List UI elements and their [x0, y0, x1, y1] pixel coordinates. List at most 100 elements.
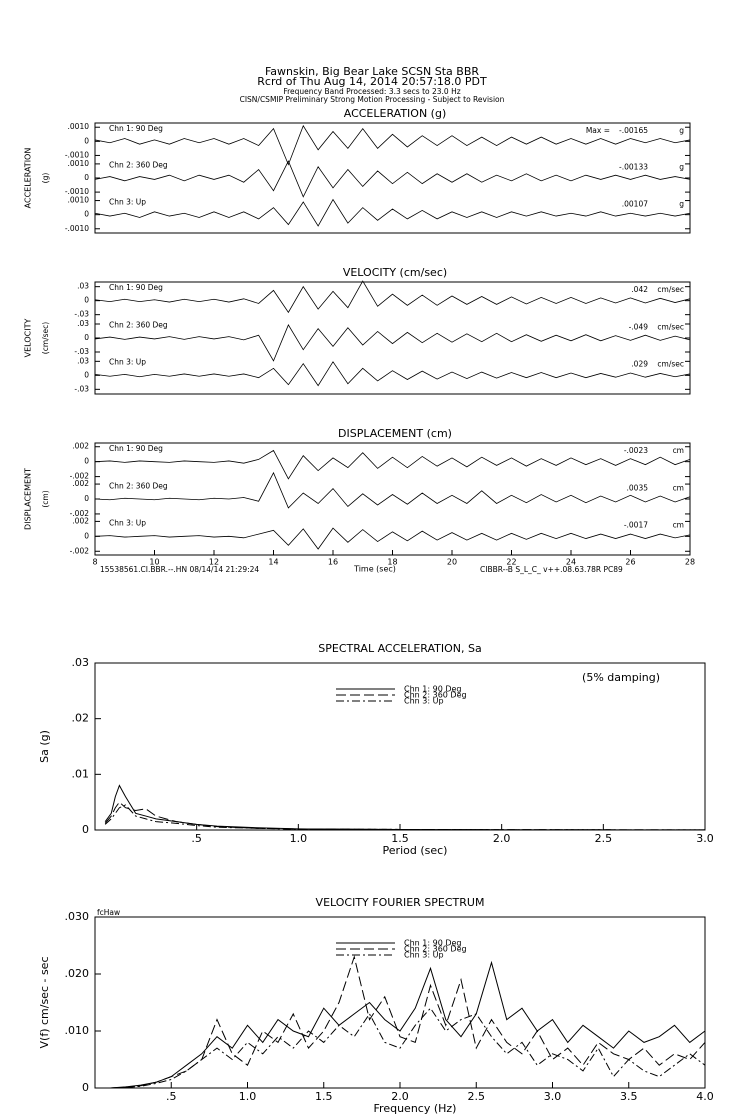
- channel-name: Chn 1: 90 Deg: [109, 124, 163, 133]
- header-line: Frequency Band Processed: 3.3 secs to 23…: [283, 87, 460, 96]
- y-axis-label: V(f) cm/sec - sec: [38, 956, 51, 1048]
- y-tick-label: -.03: [74, 384, 89, 393]
- x-tick-label: 1.5: [391, 832, 409, 845]
- peak-value: -.0023: [624, 446, 648, 455]
- y-tick-label: -.0010: [65, 224, 89, 233]
- x-tick-label: 2.5: [595, 832, 613, 845]
- panel-title: DISPLACEMENT (cm): [338, 427, 452, 440]
- x-tick-label: .5: [166, 1090, 177, 1103]
- channel-name: Chn 1: 90 Deg: [109, 444, 163, 453]
- peak-prefix: Max =: [586, 126, 610, 135]
- spectrum-line: [95, 955, 706, 1089]
- channel-name: Chn 2: 360 Deg: [109, 481, 168, 490]
- legend-label: Chn 3: Up: [404, 697, 444, 706]
- tag: fcHaw: [97, 908, 120, 917]
- x-axis-label: Time (sec): [353, 565, 396, 574]
- plot-frame: [94, 281, 691, 395]
- y-tick-label: .010: [65, 1024, 90, 1037]
- trace: [94, 527, 691, 550]
- peak-value: -.00133: [619, 163, 648, 172]
- y-tick-label: 0: [82, 823, 89, 836]
- y-tick-label: 0: [84, 457, 89, 466]
- y-tick-label: 0: [84, 370, 89, 379]
- spectrum-line: [95, 960, 706, 1089]
- channel-name: Chn 3: Up: [109, 197, 146, 206]
- footer-version: CIBBR--B S_L_C_ v++.08.63.78R PC89: [480, 565, 623, 574]
- peak-value: -.0017: [624, 521, 648, 530]
- legend-label: Chn 1: 90 Deg: [404, 685, 461, 694]
- legend-label: Chn 2: 360 Deg: [404, 945, 467, 954]
- legend-label: Chn 3: Up: [404, 951, 444, 960]
- y-tick-label: .002: [72, 442, 89, 451]
- x-tick-label: 26: [625, 558, 635, 567]
- peak-unit: g: [679, 126, 684, 135]
- panel-title: ACCELERATION (g): [344, 107, 447, 120]
- plot-frame: [94, 122, 691, 234]
- y-axis-label: Sa (g): [38, 730, 51, 763]
- x-tick-label: 20: [447, 558, 457, 567]
- trace: [94, 324, 691, 362]
- y-axis-label: VELOCITY: [24, 319, 33, 358]
- spectrum-line: [104, 784, 706, 831]
- y-tick-label: .03: [77, 356, 89, 365]
- x-tick-label: 18: [387, 558, 397, 567]
- x-tick-label: 12: [209, 558, 219, 567]
- y-axis-unit: (cm/sec): [41, 322, 50, 355]
- y-tick-label: .002: [72, 479, 89, 488]
- peak-value: -.049: [629, 322, 649, 331]
- y-axis-unit: (g): [41, 173, 50, 184]
- x-tick-label: 3.5: [620, 1090, 638, 1103]
- y-tick-label: 0: [84, 333, 89, 342]
- peak-value: .029: [631, 360, 648, 369]
- plot-frame: [94, 662, 706, 831]
- x-tick-label: 24: [566, 558, 576, 567]
- peak-unit: g: [679, 199, 684, 208]
- peak-unit: cm: [673, 521, 684, 530]
- y-tick-label: .020: [65, 967, 90, 980]
- y-tick-label: -.03: [74, 347, 89, 356]
- peak-unit: cm/sec: [657, 322, 684, 331]
- x-tick-label: 2.5: [468, 1090, 486, 1103]
- y-tick-label: .030: [65, 910, 90, 923]
- x-tick-label: 28: [685, 558, 695, 567]
- y-tick-label: 0: [84, 531, 89, 540]
- legend-label: Chn 1: 90 Deg: [404, 939, 461, 948]
- peak-unit: cm: [673, 446, 684, 455]
- spectrum-line: [95, 1007, 706, 1089]
- x-axis-label: Period (sec): [383, 844, 448, 857]
- y-tick-label: -.0010: [65, 187, 89, 196]
- peak-value: -.00165: [619, 126, 648, 135]
- y-tick-label: .03: [72, 656, 90, 669]
- y-tick-label: .0010: [68, 196, 90, 205]
- y-tick-label: .03: [77, 319, 89, 328]
- x-tick-label: 3.0: [696, 832, 714, 845]
- annotation: (5% damping): [582, 671, 660, 684]
- channel-name: Chn 2: 360 Deg: [109, 161, 168, 170]
- y-axis-label: DISPLACEMENT: [24, 468, 33, 530]
- y-tick-label: -.002: [70, 546, 90, 555]
- x-tick-label: 1.0: [239, 1090, 257, 1103]
- y-axis-unit: (cm): [41, 490, 50, 507]
- y-tick-label: 0: [84, 296, 89, 305]
- x-tick-label: 1.5: [315, 1090, 333, 1103]
- channel-name: Chn 2: 360 Deg: [109, 320, 168, 329]
- x-tick-label: 14: [268, 558, 278, 567]
- channel-name: Chn 3: Up: [109, 519, 146, 528]
- trace: [94, 124, 691, 166]
- y-tick-label: .0010: [68, 122, 90, 131]
- chart-title: SPECTRAL ACCELERATION, Sa: [318, 642, 481, 655]
- x-tick-label: 1.0: [290, 832, 308, 845]
- y-tick-label: -.0010: [65, 150, 89, 159]
- chart-title: VELOCITY FOURIER SPECTRUM: [316, 896, 485, 909]
- y-tick-label: 0: [84, 173, 89, 182]
- x-tick-label: 2.0: [391, 1090, 409, 1103]
- peak-unit: cm/sec: [657, 360, 684, 369]
- y-tick-label: .01: [72, 767, 90, 780]
- y-tick-label: 0: [84, 136, 89, 145]
- channel-name: Chn 1: 90 Deg: [109, 283, 163, 292]
- x-tick-label: .5: [191, 832, 202, 845]
- panel-title: VELOCITY (cm/sec): [343, 266, 447, 279]
- y-tick-label: .03: [77, 282, 89, 291]
